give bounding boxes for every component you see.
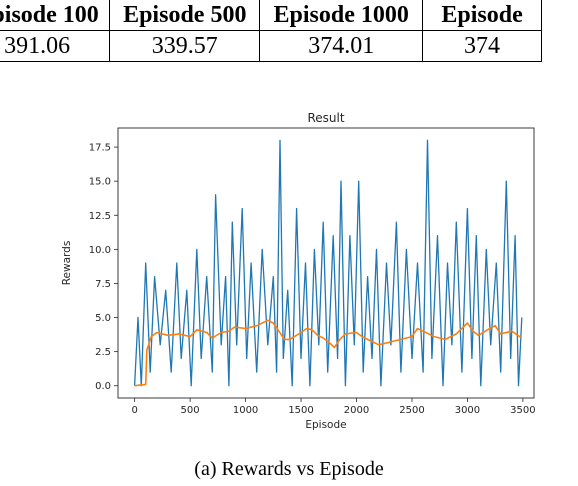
table-cell: 339.57 xyxy=(109,30,261,62)
y-tick-label: 12.5 xyxy=(89,211,111,222)
x-tick-label: 3000 xyxy=(455,405,480,416)
y-tick-label: 0.0 xyxy=(95,381,111,392)
table-header-row: Episode 100 Episode 500 Episode 1000 Epi… xyxy=(0,0,542,31)
y-tick-label: 2.5 xyxy=(95,347,111,358)
table-header-cell: Episode xyxy=(422,0,542,31)
y-tick-label: 7.5 xyxy=(95,279,111,290)
plot-frame xyxy=(117,127,535,399)
x-tick-label: 1000 xyxy=(233,405,258,416)
x-axis-label: Episode xyxy=(305,419,346,431)
x-tick-label: 2500 xyxy=(399,405,424,416)
x-tick-label: 1500 xyxy=(288,405,313,416)
results-table: Episode 100 Episode 500 Episode 1000 Epi… xyxy=(0,0,542,62)
table-row: 391.06 339.57 374.01 374 xyxy=(0,30,542,62)
table-header-cell: Episode 1000 xyxy=(259,0,424,31)
chart-title: Result xyxy=(307,111,344,125)
rewards-chart: 0 500 1000 1500 2000 2500 3000 3500 0.0 2.5 5.0 7.5… xyxy=(61,111,536,431)
y-tick-label: 10.0 xyxy=(89,245,111,256)
x-tick-label: 0 xyxy=(131,405,137,416)
y-tick-label: 17.5 xyxy=(89,143,111,154)
y-tick-label: 15.0 xyxy=(89,177,111,188)
x-tick-label: 3500 xyxy=(510,405,535,416)
table-header-cell: Episode 100 xyxy=(0,0,111,31)
x-tick-label: 500 xyxy=(181,405,200,416)
rewards-series-line xyxy=(133,139,523,387)
x-tick-label: 2000 xyxy=(344,405,369,416)
results-table-crop: Episode 100 Episode 500 Episode 1000 Epi… xyxy=(0,0,578,66)
table-cell: 374 xyxy=(422,30,542,62)
y-tick-label: 5.0 xyxy=(95,313,111,324)
moving-average-line xyxy=(134,319,523,387)
table-cell: 391.06 xyxy=(0,30,111,62)
table-header-cell: Episode 500 xyxy=(109,0,261,31)
figure-caption: (a) Rewards vs Episode xyxy=(194,458,384,480)
table-cell: 374.01 xyxy=(259,30,424,62)
y-axis-label: Rewards xyxy=(61,241,73,286)
